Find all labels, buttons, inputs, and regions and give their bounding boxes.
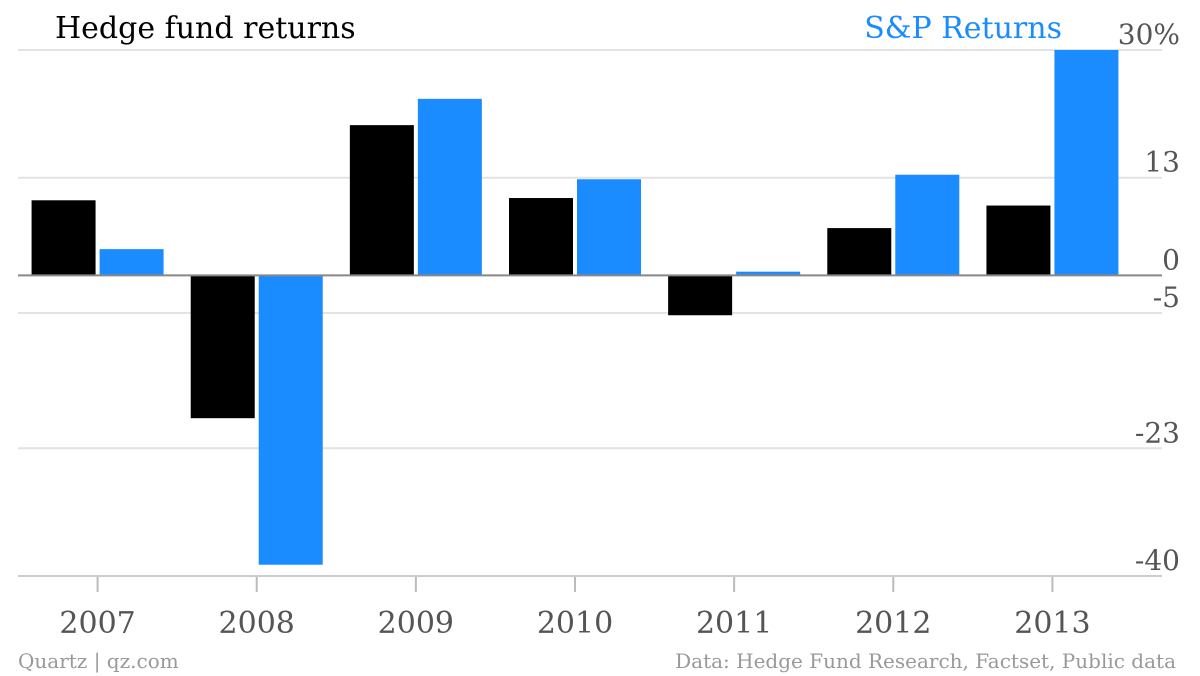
bar-hedge-fund-2012 [827,228,892,276]
y-tick-label: -23 [1135,416,1180,449]
x-category-label: 2010 [537,606,613,641]
footer-source-right: Data: Hedge Fund Research, Factset, Publ… [675,649,1176,673]
bar-sp-2011 [736,271,801,276]
y-tick-label: 30% [1118,18,1180,51]
y-tick-label: 0 [1162,243,1180,276]
y-tick-label: -5 [1153,281,1180,314]
bars-layer [31,50,1119,565]
bar-hedge-fund-2011 [668,275,733,316]
bar-sp-2010 [577,179,641,276]
x-category-label: 2008 [219,606,295,641]
footer-source-left: Quartz | qz.com [18,649,179,674]
bar-sp-2013 [1054,50,1119,276]
bar-hedge-fund-2009 [349,125,414,276]
bar-sp-2012 [895,174,960,276]
bar-hedge-fund-2013 [986,205,1051,276]
x-category-label: 2007 [59,606,135,641]
bar-hedge-fund-2008 [190,275,255,419]
x-category-label: 2011 [696,606,772,641]
y-tick-label: -40 [1135,544,1180,577]
legend-hedge-fund-returns: Hedge fund returns [55,11,356,46]
x-category-label: 2013 [1014,606,1090,641]
bar-hedge-fund-2010 [509,198,573,276]
bar-hedge-fund-2007 [31,200,96,276]
grid-layer [18,49,1162,577]
bar-sp-2009 [417,98,482,276]
footer: Quartz | qz.com Data: Hedge Fund Researc… [18,649,1176,674]
bar-sp-2007 [99,249,164,276]
axis-layer [18,274,1162,592]
x-category-label: 2009 [378,606,454,641]
legend-sp-returns: S&P Returns [864,11,1062,46]
labels-layer: 30% 13 0 -5 -23 -40 2007 2008 2009 2010 2011 2012 20… [59,18,1180,641]
x-category-label: 2012 [855,606,931,641]
y-tick-label: 13 [1144,146,1180,179]
bar-sp-2008 [258,275,323,565]
legend: Hedge fund returns S&P Returns [55,11,1062,46]
